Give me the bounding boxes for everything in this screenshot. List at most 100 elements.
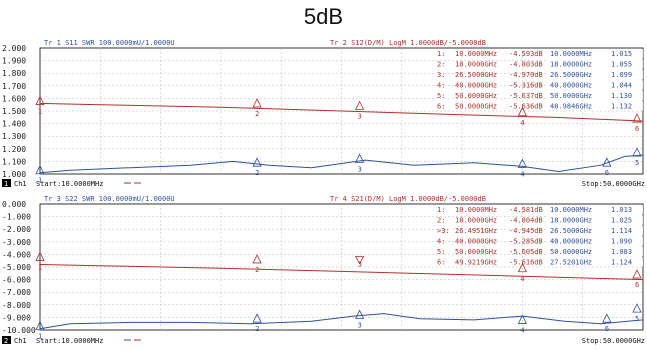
marker-readout-freq: 40.0000GHz — [455, 238, 497, 246]
marker-readout-freq: 27.5201GHz — [550, 259, 592, 267]
marker-triangle-red — [35, 95, 45, 105]
marker-readout-freq: 48.9846GHz — [550, 103, 592, 111]
plot-panel-1: 2.000 1.900 1.800 1.700 1.600 1.500 1.400 1.300… — [2, 39, 645, 188]
marker-readout-freq: 26.4951GHz — [455, 227, 497, 235]
marker-triangle-blue — [354, 153, 365, 163]
trace-red — [39, 264, 644, 281]
marker-readout-freq: 18.0000GHz — [455, 61, 497, 69]
marker-readout-value: -5.285dB — [509, 238, 543, 246]
y-tick-label: 1.600 — [2, 94, 26, 103]
trace-header-right: Tr 2 S12(D/M) LogM 1.0000dB/-5.0000dB — [330, 39, 486, 47]
marker-triangle-red — [517, 262, 528, 273]
marker-readout-value: 1.015 — [611, 50, 632, 58]
marker-readout-index: 1: — [437, 206, 445, 214]
marker-readout-freq: 40.0000GHz — [550, 82, 592, 90]
marker-readout-index: 3: — [437, 71, 445, 79]
marker-number: 1 — [38, 177, 42, 185]
marker-readout-index: 2: — [437, 217, 445, 225]
marker-triangle-red — [632, 113, 642, 123]
marker-number: 3 — [358, 165, 362, 173]
trace-header-left: Tr 3 S22 SWR 100.0000mU/1.0000U — [44, 195, 175, 203]
marker-readout-freq: 10.0000MHz — [550, 50, 592, 58]
marker-readout-freq: 49.9219GHz — [455, 259, 497, 267]
channel-label: Ch1 — [14, 337, 27, 345]
marker-readout-index: 2: — [437, 61, 445, 69]
stop-frequency: Stop:50.0000GHz — [582, 337, 645, 345]
channel-badge — [2, 336, 11, 344]
y-tick-label: -8.000 — [2, 301, 31, 310]
marker-readout-value: 1.124 — [611, 259, 632, 267]
marker-readout-value: 1.044 — [611, 82, 632, 90]
marker-readout-bg — [548, 91, 643, 100]
marker-number: 4 — [520, 275, 524, 283]
marker-number: 3 — [358, 260, 362, 268]
start-frequency: Start:10.0000MHz — [36, 337, 103, 345]
marker-readout-value: 1.090 — [611, 238, 632, 246]
marker-readout-bg — [548, 226, 643, 235]
marker-readout-value: -4.581dB — [509, 206, 543, 214]
marker-readout-value: -4.803dB — [509, 61, 543, 69]
marker-number: 4 — [520, 326, 524, 334]
marker-readout-value: -4.945dB — [509, 227, 543, 235]
marker-readout-value: -4.593dB — [509, 50, 543, 58]
marker-readout-bg — [548, 236, 643, 246]
marker-readout-index: 5: — [437, 92, 445, 100]
marker-readout-freq: 18.0000GHz — [550, 217, 592, 225]
marker-number: 4 — [520, 170, 524, 178]
marker-readout-freq: 18.0000GHz — [550, 61, 592, 69]
marker-triangle-red — [252, 98, 262, 108]
marker-number: 2 — [255, 169, 259, 177]
channel-label: Ch1 — [14, 180, 27, 188]
marker-readout-value: -5.636dB — [509, 103, 543, 111]
marker-number: 6 — [605, 325, 609, 333]
y-tick-label: -10.000 — [2, 326, 36, 335]
marker-number: 2 — [255, 110, 259, 118]
y-tick-label: 1.100 — [2, 157, 26, 166]
marker-triangle-blue — [602, 157, 612, 167]
marker-triangle-blue — [354, 309, 365, 319]
y-tick-label: -2.000 — [2, 225, 31, 234]
marker-number: 3 — [358, 112, 362, 120]
marker-triangle-blue — [252, 313, 262, 323]
marker-triangle-blue — [35, 320, 45, 331]
marker-readout-value: -4.970dB — [509, 71, 543, 79]
y-tick-label: -7.000 — [2, 288, 31, 297]
y-tick-label: -6.000 — [2, 276, 31, 285]
marker-readout-freq: 50.0000GHz — [455, 103, 497, 111]
marker-number: 5 — [635, 159, 639, 167]
stop-frequency: Stop:50.0000GHz — [582, 180, 645, 188]
y-tick-label: 1.300 — [2, 132, 26, 141]
marker-triangle-red — [35, 251, 45, 261]
marker-number: 6 — [635, 125, 639, 133]
marker-readout-freq: 18.0000GHz — [455, 217, 497, 225]
marker-readout-value: -5.605dB — [509, 248, 543, 256]
marker-readout-freq: 40.0000GHz — [550, 238, 592, 246]
channel-number: 1 — [4, 180, 8, 188]
y-tick-label: 1.800 — [2, 69, 26, 78]
marker-readout-index: 4: — [437, 238, 445, 246]
marker-readout-bg — [548, 49, 643, 58]
marker-number: 1 — [38, 263, 42, 271]
marker-readout-freq: 10.0000MHz — [455, 50, 497, 58]
marker-number: 1 — [38, 333, 42, 341]
marker-readout-freq: 26.5000GHz — [550, 71, 592, 79]
marker-readout-bg — [548, 257, 643, 267]
start-frequency: Start:10.0000MHz — [36, 180, 103, 188]
marker-readout-bg — [548, 70, 643, 79]
marker-readout-value: -5.616dB — [509, 259, 543, 267]
marker-readout-value: 1.114 — [611, 227, 632, 235]
marker-readout-freq: 26.5000GHz — [550, 227, 592, 235]
marker-readout-value: 1.025 — [611, 217, 632, 225]
channel-number: 2 — [4, 337, 8, 345]
marker-readout-index: 5: — [437, 248, 445, 256]
marker-triangle-blue — [517, 158, 528, 168]
y-tick-label: 1.500 — [2, 107, 26, 116]
marker-triangle-blue — [35, 164, 45, 175]
marker-triangle-blue — [632, 147, 642, 157]
marker-readout-bg — [548, 80, 643, 90]
y-tick-label: 1.400 — [2, 120, 26, 129]
y-tick-label: 1.700 — [2, 82, 26, 91]
marker-triangle-red — [632, 269, 642, 279]
marker-number: 4 — [520, 119, 524, 127]
